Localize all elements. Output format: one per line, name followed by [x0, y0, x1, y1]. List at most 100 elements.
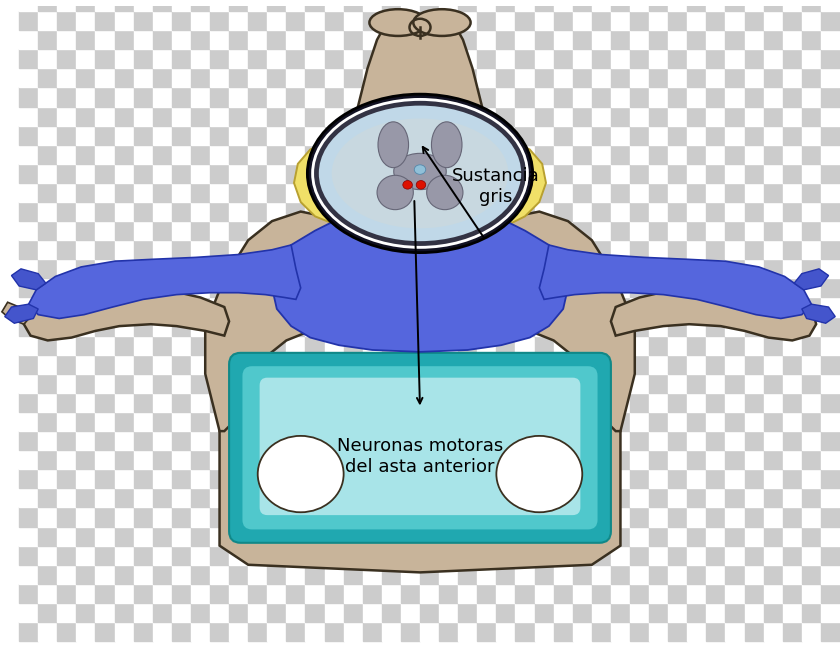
- Bar: [802, 526, 821, 546]
- Bar: [191, 565, 210, 584]
- Bar: [668, 49, 687, 68]
- Bar: [649, 431, 668, 450]
- Bar: [534, 317, 554, 336]
- Bar: [191, 584, 210, 603]
- Bar: [726, 546, 744, 565]
- Bar: [401, 450, 420, 469]
- Bar: [344, 87, 363, 106]
- Bar: [134, 603, 153, 622]
- Bar: [286, 374, 306, 393]
- Bar: [611, 49, 630, 68]
- Bar: [324, 488, 344, 507]
- Bar: [744, 431, 764, 450]
- Bar: [649, 145, 668, 164]
- Bar: [114, 431, 134, 450]
- Bar: [477, 87, 496, 106]
- Bar: [573, 546, 592, 565]
- Bar: [172, 488, 191, 507]
- Bar: [267, 145, 286, 164]
- Bar: [191, 469, 210, 488]
- Bar: [477, 450, 496, 469]
- Bar: [344, 279, 363, 298]
- Bar: [19, 30, 38, 49]
- Bar: [496, 488, 516, 507]
- Bar: [76, 393, 96, 412]
- Bar: [286, 68, 306, 87]
- Bar: [172, 526, 191, 546]
- Bar: [306, 355, 324, 374]
- Bar: [516, 260, 534, 279]
- Bar: [57, 183, 76, 202]
- Bar: [172, 298, 191, 317]
- Bar: [744, 0, 764, 11]
- Bar: [821, 145, 840, 164]
- Bar: [592, 68, 611, 87]
- Bar: [76, 565, 96, 584]
- Bar: [534, 87, 554, 106]
- Bar: [382, 183, 401, 202]
- Bar: [496, 507, 516, 526]
- Bar: [210, 298, 229, 317]
- Bar: [38, 125, 57, 145]
- Bar: [764, 106, 783, 125]
- Bar: [153, 374, 172, 393]
- Bar: [439, 355, 458, 374]
- Bar: [802, 546, 821, 565]
- Bar: [668, 0, 687, 11]
- Bar: [706, 106, 726, 125]
- Bar: [324, 183, 344, 202]
- Bar: [477, 546, 496, 565]
- Bar: [649, 469, 668, 488]
- Bar: [306, 622, 324, 641]
- Bar: [19, 336, 38, 355]
- Bar: [744, 412, 764, 431]
- Bar: [382, 336, 401, 355]
- Bar: [744, 317, 764, 336]
- Bar: [153, 0, 172, 11]
- Bar: [363, 546, 382, 565]
- Bar: [382, 260, 401, 279]
- Bar: [191, 0, 210, 11]
- Bar: [134, 488, 153, 507]
- Bar: [96, 30, 114, 49]
- Bar: [19, 603, 38, 622]
- Bar: [706, 260, 726, 279]
- Bar: [286, 145, 306, 164]
- Bar: [573, 240, 592, 260]
- Polygon shape: [802, 304, 835, 323]
- Bar: [649, 68, 668, 87]
- Bar: [76, 221, 96, 240]
- Bar: [76, 183, 96, 202]
- Bar: [420, 87, 439, 106]
- Bar: [821, 355, 840, 374]
- Bar: [363, 412, 382, 431]
- Bar: [516, 221, 534, 240]
- Bar: [76, 30, 96, 49]
- Bar: [114, 125, 134, 145]
- Bar: [687, 603, 706, 622]
- Bar: [267, 87, 286, 106]
- Bar: [630, 260, 649, 279]
- Bar: [611, 488, 630, 507]
- Bar: [420, 603, 439, 622]
- Bar: [57, 221, 76, 240]
- Bar: [516, 431, 534, 450]
- Bar: [764, 565, 783, 584]
- Bar: [783, 603, 802, 622]
- Bar: [344, 317, 363, 336]
- Bar: [76, 584, 96, 603]
- Bar: [802, 49, 821, 68]
- Bar: [573, 279, 592, 298]
- Bar: [439, 202, 458, 221]
- Bar: [420, 507, 439, 526]
- Bar: [57, 431, 76, 450]
- Bar: [744, 298, 764, 317]
- Bar: [687, 317, 706, 336]
- Bar: [726, 260, 744, 279]
- Bar: [153, 145, 172, 164]
- Bar: [210, 317, 229, 336]
- Bar: [324, 469, 344, 488]
- Bar: [267, 450, 286, 469]
- Bar: [420, 164, 439, 183]
- Bar: [57, 0, 76, 11]
